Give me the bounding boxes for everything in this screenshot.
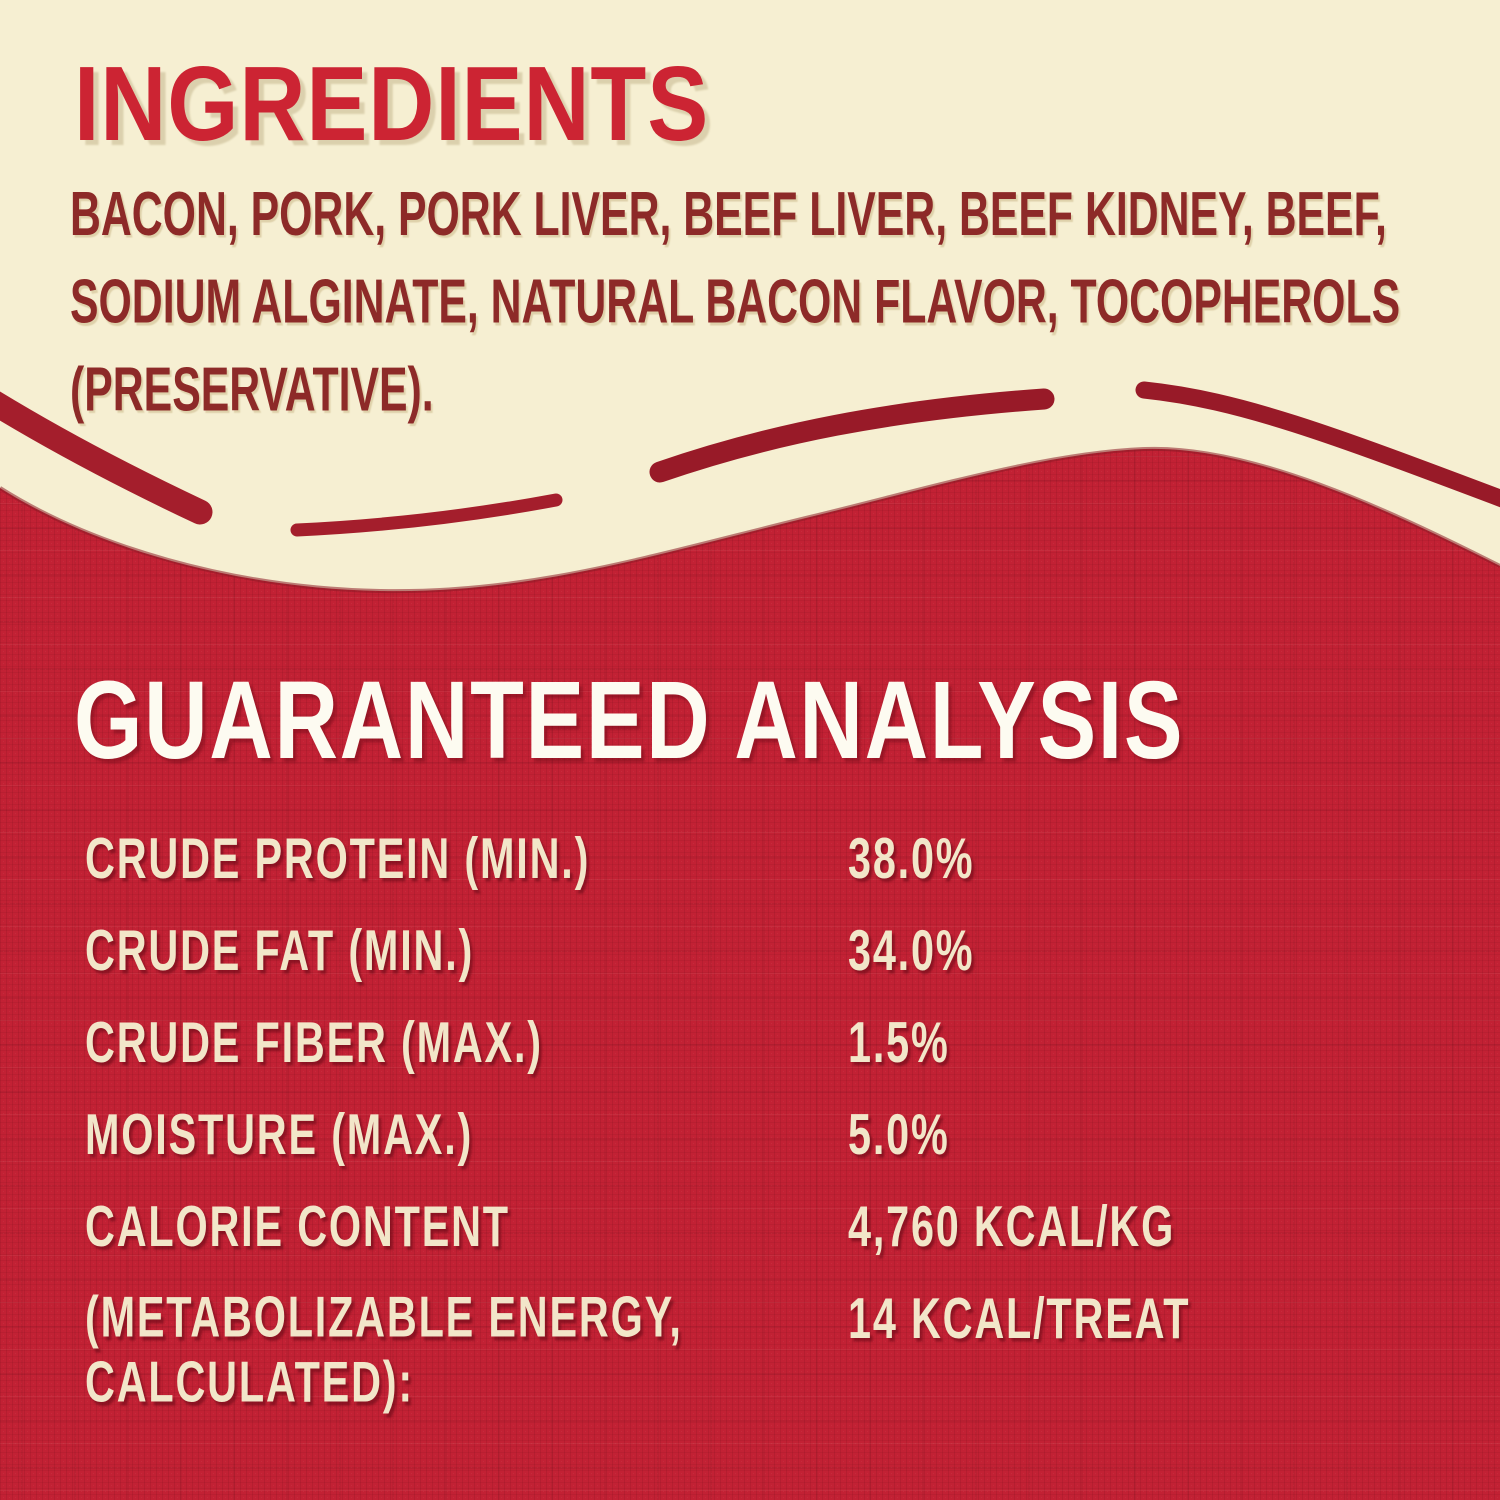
- ingredients-line: (PRESERVATIVE).: [70, 353, 434, 424]
- red-wave-slub-texture: [0, 448, 1500, 1500]
- analysis-row-label: MOISTURE (MAX.): [85, 1101, 474, 1167]
- brush-stroke-right: [1135, 381, 1500, 508]
- analysis-row-label: CALORIE CONTENT: [85, 1193, 510, 1259]
- analysis-row-label-line2: CALCULATED):: [85, 1349, 414, 1414]
- wave-edge-shade: [0, 446, 1500, 594]
- ingredients-title: INGREDIENTS: [74, 45, 710, 164]
- analysis-row-value: 4,760 KCAL/KG: [848, 1193, 1176, 1259]
- analysis-row-crude-fat: CRUDE FAT (MIN.) 34.0%: [85, 916, 1425, 1008]
- analysis-row-label-line1: (METABOLIZABLE ENERGY,: [85, 1284, 683, 1349]
- analysis-row-crude-fiber: CRUDE FIBER (MAX.) 1.5%: [85, 1008, 1425, 1100]
- analysis-row-label: CRUDE FIBER (MAX.): [85, 1009, 543, 1075]
- ingredients-line: SODIUM ALGINATE, NATURAL BACON FLAVOR, T…: [70, 265, 1401, 337]
- analysis-row-value: 14 KCAL/TREAT: [848, 1285, 1191, 1351]
- analysis-row-calorie-content: CALORIE CONTENT 4,760 KCAL/KG: [85, 1192, 1425, 1284]
- analysis-row-label: CRUDE FAT (MIN.): [85, 917, 475, 983]
- brush-stroke-small-middle: [290, 493, 563, 537]
- analysis-row-metabolizable-energy: (METABOLIZABLE ENERGY, CALCULATED): 14 K…: [85, 1284, 1425, 1464]
- analysis-row-crude-protein: CRUDE PROTEIN (MIN.) 38.0%: [85, 824, 1425, 916]
- analysis-row-label: CRUDE PROTEIN (MIN.): [85, 825, 591, 891]
- analysis-row-value: 38.0%: [848, 825, 975, 891]
- analysis-row-label: (METABOLIZABLE ENERGY, CALCULATED):: [85, 1284, 683, 1414]
- ingredients-list: BACON, PORK, PORK LIVER, BEEF LIVER, BEE…: [70, 170, 1465, 433]
- analysis-row-value: 1.5%: [848, 1009, 950, 1075]
- analysis-row-value: 5.0%: [848, 1101, 950, 1167]
- brush-stroke-left: [0, 391, 213, 525]
- analysis-row-moisture: MOISTURE (MAX.) 5.0%: [85, 1100, 1425, 1192]
- ingredients-line: BACON, PORK, PORK LIVER, BEEF LIVER, BEE…: [70, 178, 1387, 249]
- guaranteed-analysis-title: GUARANTEED ANALYSIS: [74, 659, 1185, 782]
- brush-stroke-center: [649, 388, 1055, 483]
- analysis-row-value: 34.0%: [848, 917, 975, 983]
